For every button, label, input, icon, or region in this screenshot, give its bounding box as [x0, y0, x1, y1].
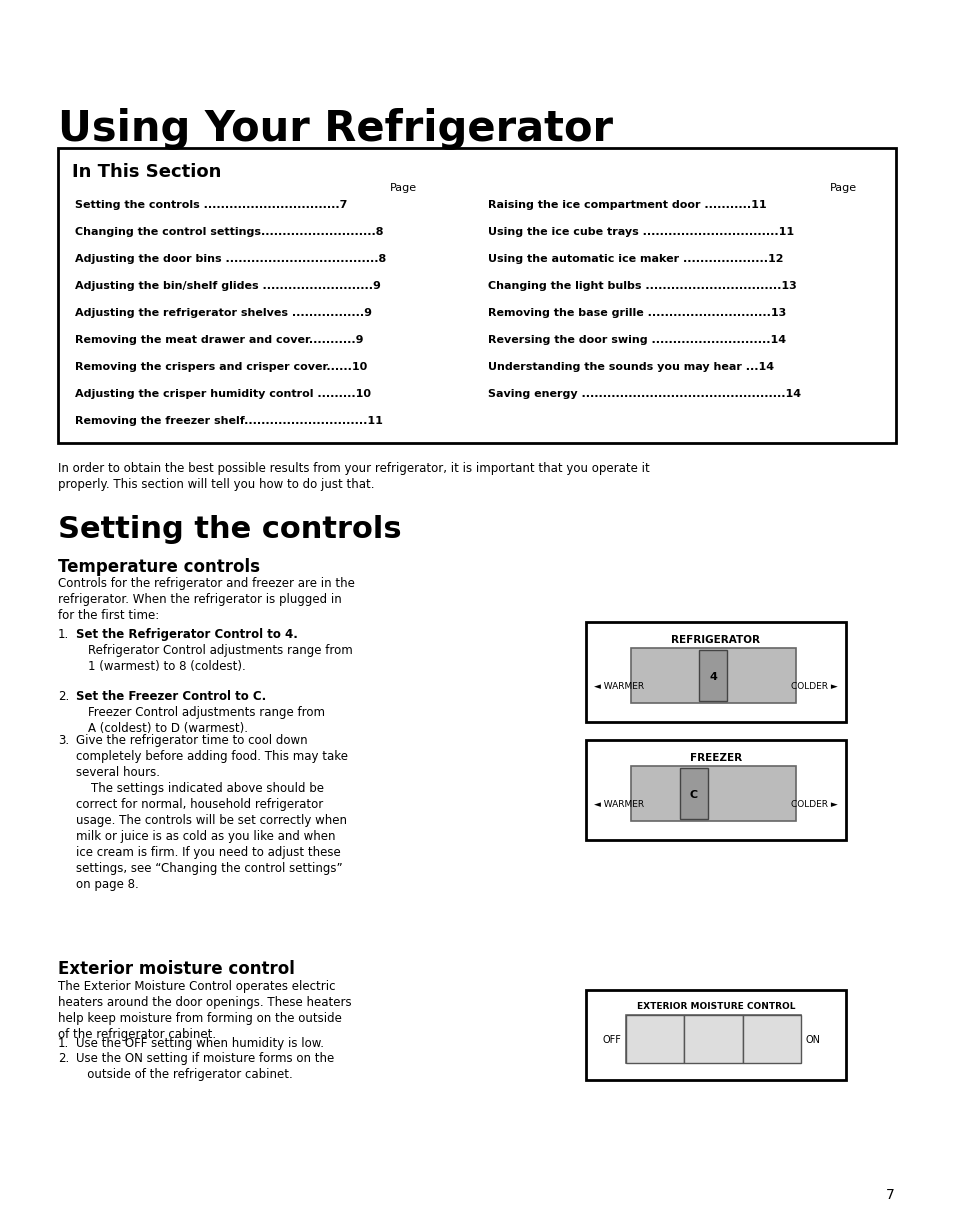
Bar [630, 766, 795, 821]
Text: Removing the crispers and crisper cover......10: Removing the crispers and crisper cover.… [75, 362, 367, 372]
Text: 1.: 1. [58, 628, 70, 641]
Text: 1.: 1. [58, 1036, 70, 1050]
Text: Use the ON setting if moisture forms on the
   outside of the refrigerator cabin: Use the ON setting if moisture forms on … [76, 1052, 334, 1081]
Text: 7: 7 [885, 1187, 894, 1202]
Text: Adjusting the door bins ....................................8: Adjusting the door bins ................… [75, 254, 386, 265]
Text: ON: ON [805, 1035, 821, 1045]
Text: OFF: OFF [601, 1035, 620, 1045]
Bar [630, 647, 795, 703]
Text: Controls for the refrigerator and freezer are in the
refrigerator. When the refr: Controls for the refrigerator and freeze… [58, 577, 355, 622]
Bar [585, 991, 845, 1080]
Text: Adjusting the crisper humidity control .........10: Adjusting the crisper humidity control .… [75, 389, 371, 399]
Text: Changing the control settings...........................8: Changing the control settings...........… [75, 227, 383, 237]
Bar [679, 768, 707, 819]
Text: 2.: 2. [58, 690, 70, 703]
Text: Changing the light bulbs ................................13: Changing the light bulbs ...............… [488, 281, 796, 291]
Bar [58, 149, 895, 443]
Bar [741, 1015, 801, 1063]
Text: Raising the ice compartment door ...........11: Raising the ice compartment door .......… [488, 201, 766, 210]
Bar [699, 650, 727, 701]
Text: Give the refrigerator time to cool down
completely before adding food. This may : Give the refrigerator time to cool down … [76, 734, 348, 892]
Text: Set the Refrigerator Control to 4.: Set the Refrigerator Control to 4. [76, 628, 297, 641]
Text: Removing the freezer shelf.............................11: Removing the freezer shelf..............… [75, 416, 382, 426]
Text: Removing the meat drawer and cover...........9: Removing the meat drawer and cover......… [75, 335, 363, 345]
Text: C: C [689, 790, 697, 800]
Bar [683, 1015, 741, 1063]
Text: Temperature controls: Temperature controls [58, 558, 260, 576]
Text: Use the OFF setting when humidity is low.: Use the OFF setting when humidity is low… [76, 1036, 324, 1050]
Text: Page: Page [829, 182, 856, 193]
Text: Saving energy ................................................14: Saving energy ..........................… [488, 389, 801, 399]
Text: Using the automatic ice maker ....................12: Using the automatic ice maker ..........… [488, 254, 782, 265]
Text: Page: Page [390, 182, 416, 193]
Text: Refrigerator Control adjustments range from
1 (warmest) to 8 (coldest).: Refrigerator Control adjustments range f… [88, 644, 353, 673]
Bar [625, 1015, 801, 1063]
Text: In This Section: In This Section [71, 163, 221, 181]
Text: REFRIGERATOR: REFRIGERATOR [671, 635, 760, 645]
Text: Set the Freezer Control to C.: Set the Freezer Control to C. [76, 690, 266, 703]
Text: The Exterior Moisture Control operates electric
heaters around the door openings: The Exterior Moisture Control operates e… [58, 980, 352, 1041]
Bar [625, 1015, 683, 1063]
Text: Setting the controls ................................7: Setting the controls ...................… [75, 201, 347, 210]
Text: 3.: 3. [58, 734, 69, 747]
Text: Adjusting the bin/shelf glides ..........................9: Adjusting the bin/shelf glides .........… [75, 281, 380, 291]
Text: ◄ WARMER: ◄ WARMER [594, 800, 643, 809]
Text: Using Your Refrigerator: Using Your Refrigerator [58, 108, 613, 150]
Text: Freezer Control adjustments range from
A (coldest) to D (warmest).: Freezer Control adjustments range from A… [88, 705, 325, 734]
Text: 4: 4 [709, 672, 717, 681]
Text: Reversing the door swing ............................14: Reversing the door swing ...............… [488, 335, 785, 345]
Text: EXTERIOR MOISTURE CONTROL: EXTERIOR MOISTURE CONTROL [636, 1001, 795, 1011]
Text: ◄ WARMER: ◄ WARMER [594, 683, 643, 691]
Text: Exterior moisture control: Exterior moisture control [58, 960, 294, 978]
Text: FREEZER: FREEZER [689, 753, 741, 763]
Text: Using the ice cube trays ................................11: Using the ice cube trays ...............… [488, 227, 793, 237]
Bar [585, 741, 845, 840]
Text: COLDER ►: COLDER ► [790, 800, 837, 809]
Text: 2.: 2. [58, 1052, 70, 1065]
Text: Understanding the sounds you may hear ...14: Understanding the sounds you may hear ..… [488, 362, 773, 372]
Text: COLDER ►: COLDER ► [790, 683, 837, 691]
Text: In order to obtain the best possible results from your refrigerator, it is impor: In order to obtain the best possible res… [58, 461, 649, 490]
Text: Adjusting the refrigerator shelves .................9: Adjusting the refrigerator shelves .....… [75, 308, 372, 318]
Text: Removing the base grille .............................13: Removing the base grille ...............… [488, 308, 785, 318]
Bar [585, 622, 845, 722]
Text: Setting the controls: Setting the controls [58, 515, 401, 544]
